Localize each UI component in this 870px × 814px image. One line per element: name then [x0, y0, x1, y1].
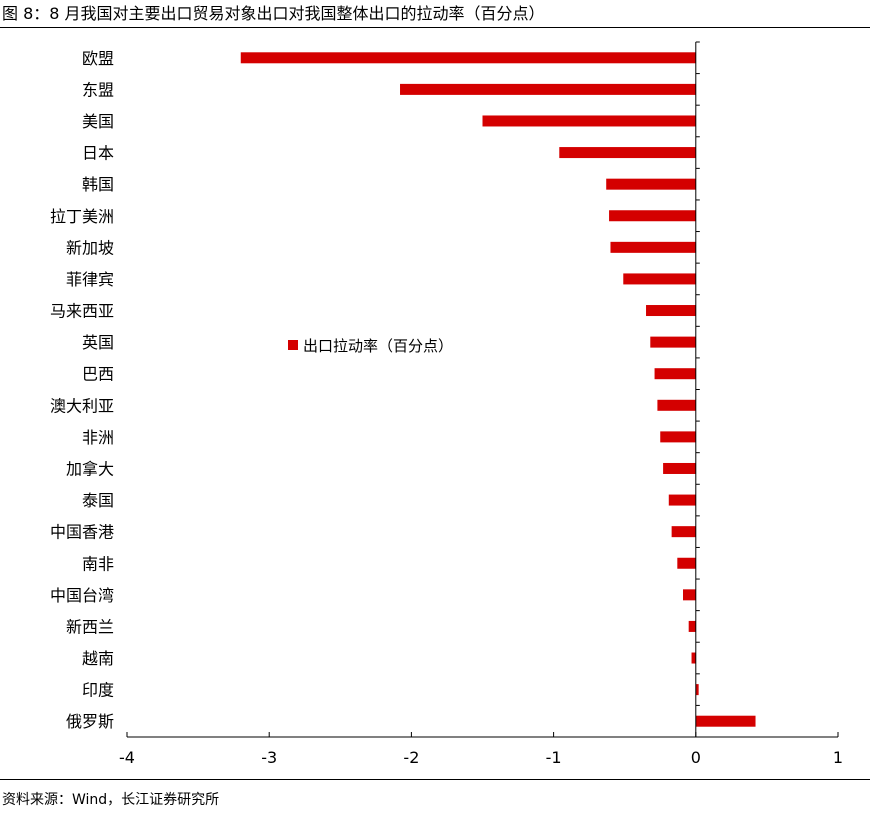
bar	[650, 336, 696, 348]
category-label: 英国	[82, 333, 114, 352]
category-label: 泰国	[82, 491, 114, 510]
bar	[606, 178, 696, 190]
bar	[654, 368, 696, 380]
bar	[691, 652, 696, 664]
bar	[559, 147, 696, 159]
bar	[683, 589, 696, 601]
bar	[646, 305, 696, 317]
bar	[663, 462, 696, 474]
figure-title: 图 8：8 月我国对主要出口贸易对象出口对我国整体出口的拉动率（百分点）	[2, 4, 545, 23]
category-label: 加拿大	[66, 459, 114, 478]
category-label: 马来西亚	[50, 302, 114, 321]
source-note: 资料来源：Wind，长江证券研究所	[2, 792, 220, 808]
category-label: 非洲	[82, 428, 114, 447]
bar	[609, 210, 696, 222]
title-rule	[0, 27, 870, 28]
x-tick-label: -2	[403, 748, 419, 767]
x-tick-label: -1	[546, 748, 562, 767]
bar	[482, 115, 696, 127]
category-label: 韩国	[82, 175, 114, 194]
bar	[677, 557, 696, 569]
category-label: 巴西	[82, 365, 114, 384]
bar	[695, 684, 699, 696]
bar	[695, 715, 756, 727]
category-label: 印度	[82, 681, 114, 700]
category-label: 东盟	[82, 80, 114, 99]
legend-label: 出口拉动率（百分点）	[303, 337, 453, 355]
category-label: 越南	[82, 649, 114, 668]
category-label: 新西兰	[66, 617, 114, 636]
bar	[671, 526, 696, 538]
category-label: 拉丁美洲	[50, 207, 114, 226]
category-label: 菲律宾	[66, 270, 114, 289]
bar	[623, 273, 696, 285]
bar	[240, 52, 696, 64]
bar	[610, 241, 696, 253]
category-label: 中国香港	[50, 523, 114, 542]
x-tick-label: 0	[691, 748, 701, 767]
category-label: 日本	[82, 144, 114, 163]
legend: 出口拉动率（百分点）	[288, 337, 453, 355]
footer-rule	[0, 779, 870, 780]
category-label: 澳大利亚	[50, 396, 114, 415]
x-tick-label: -3	[261, 748, 277, 767]
bar	[688, 620, 696, 632]
category-label: 美国	[82, 112, 114, 131]
bar	[660, 431, 696, 443]
legend-swatch	[288, 340, 298, 350]
category-label: 新加坡	[66, 238, 114, 257]
category-label: 欧盟	[82, 49, 114, 68]
category-label: 南非	[82, 554, 114, 573]
bar	[400, 83, 696, 95]
bar	[657, 399, 696, 411]
bar-chart: 欧盟东盟美国日本韩国拉丁美洲新加坡菲律宾马来西亚英国巴西澳大利亚非洲加拿大泰国中…	[50, 41, 843, 767]
x-tick-label: -4	[119, 748, 135, 767]
bar	[668, 494, 696, 506]
x-tick-label: 1	[833, 748, 843, 767]
category-label: 俄罗斯	[66, 712, 114, 731]
category-label: 中国台湾	[50, 586, 114, 605]
